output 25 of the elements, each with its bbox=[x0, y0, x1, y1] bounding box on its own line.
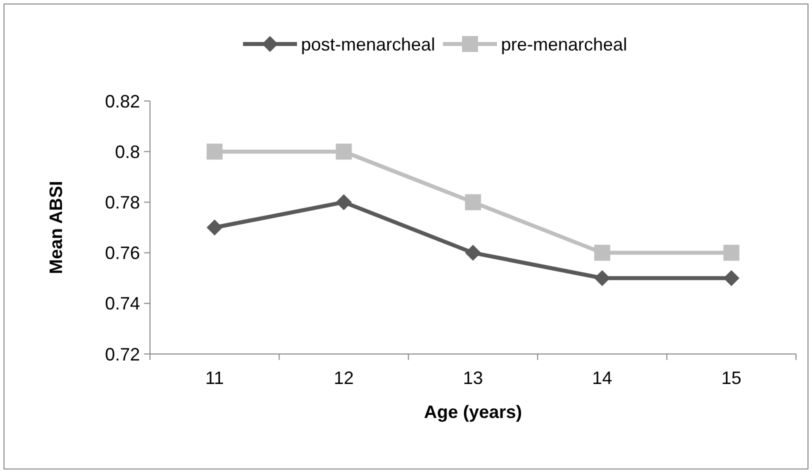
point bbox=[465, 244, 481, 261]
point bbox=[206, 220, 223, 236]
legend-label: pre-menarcheal bbox=[501, 34, 628, 54]
x-tick-label: 11 bbox=[205, 368, 224, 388]
x-tick-label: 15 bbox=[721, 368, 742, 388]
x-tick-label: 12 bbox=[334, 368, 354, 388]
point bbox=[723, 270, 740, 286]
y-tick-label: 0.82 bbox=[104, 91, 140, 112]
x-tick-label: 14 bbox=[592, 368, 612, 388]
x-tick-label: 13 bbox=[462, 368, 484, 388]
y-tick-label: 0.78 bbox=[104, 192, 140, 212]
y-tick-label: 0.76 bbox=[104, 243, 140, 264]
y-tick-label: 0.8 bbox=[114, 142, 140, 162]
point bbox=[465, 194, 481, 210]
point bbox=[594, 244, 610, 261]
y-axis-title: Mean ABSI bbox=[46, 180, 66, 274]
point bbox=[336, 144, 352, 160]
point bbox=[206, 144, 223, 160]
point bbox=[723, 244, 740, 261]
point bbox=[594, 270, 610, 286]
x-axis-title: Age (years) bbox=[424, 402, 522, 422]
y-tick-label: 0.74 bbox=[104, 294, 140, 314]
legend-label: post-menarcheal bbox=[301, 34, 436, 54]
y-tick-label: 0.72 bbox=[104, 344, 140, 364]
point bbox=[336, 194, 352, 210]
